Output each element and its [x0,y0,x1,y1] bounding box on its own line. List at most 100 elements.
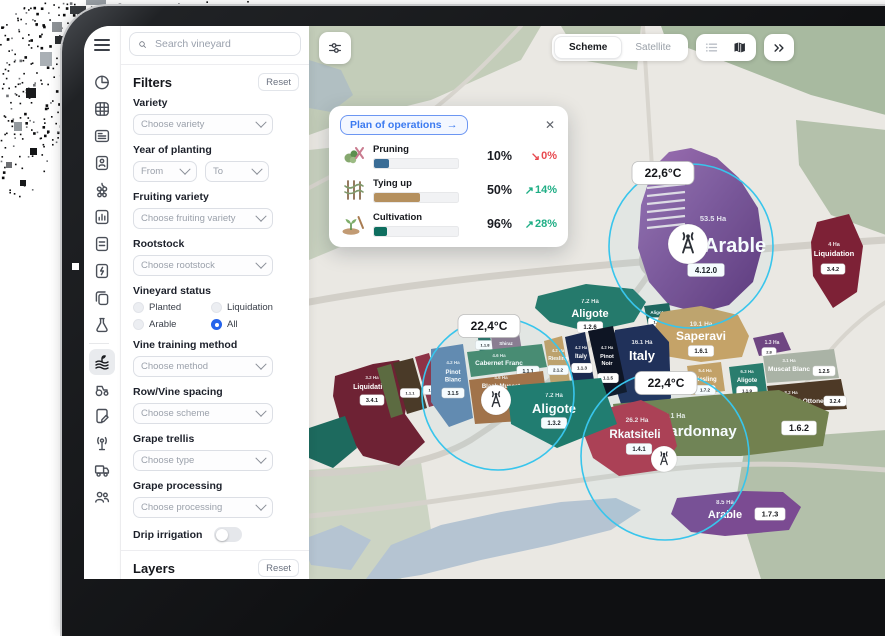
row-vine-spacing-select[interactable]: Choose scheme [133,403,273,424]
rail-item-grapes[interactable] [89,177,115,203]
icon-rail [84,26,121,579]
chevron-down-icon [255,499,267,511]
map-layers-button[interactable] [319,32,351,64]
rail-item-antenna[interactable] [89,430,115,456]
tying-progress-bar [373,191,459,203]
svg-text:8.2 Ha: 8.2 Ha [784,390,798,395]
map-top-controls: Scheme Satellite [552,34,794,61]
map-view-icon[interactable] [730,38,750,58]
plot-saperavi[interactable] [649,306,749,362]
svg-text:6.3 Ha: 6.3 Ha [740,369,754,374]
svg-text:Rkatsiteli: Rkatsiteli [609,429,660,441]
grape-processing-select[interactable]: Choose processing [133,497,273,518]
chevron-down-icon [251,163,263,175]
menu-icon[interactable] [94,36,110,54]
rail-item-pie-chart[interactable] [89,69,115,95]
svg-text:Noir: Noir [602,361,614,367]
antenna-marker[interactable] [480,384,512,416]
antenna-icon [682,232,694,254]
operation-row-pruning: Pruning 10% ↘ 0% [340,143,557,169]
search-input[interactable] [129,32,301,56]
svg-text:Riesling: Riesling [693,377,717,383]
year-from-select[interactable]: From [133,161,197,182]
fruiting-variety-label: Fruiting variety [133,191,209,203]
chevron-down-icon [255,405,267,417]
plan-of-operations-button[interactable]: Plan of operations → [340,115,468,135]
svg-text:Shiraz: Shiraz [499,341,513,346]
plot-arable-bottom[interactable] [671,491,801,536]
rail-item-vineyard[interactable] [89,349,115,375]
variety-select[interactable]: Choose variety [133,114,273,135]
chevron-down-icon [255,358,267,370]
rail-item-bar-chart-doc[interactable] [89,204,115,230]
satellite-tab[interactable]: Satellite [635,42,671,53]
rail-item-tractor[interactable] [89,376,115,402]
svg-text:19.1 Ha: 19.1 Ha [690,321,713,328]
plan-of-operations-panel: Plan of operations → ✕ Pruning 10% ↘ 0% [329,106,568,247]
radio-liquidation[interactable]: Liquidation [211,302,299,313]
rail-item-grid[interactable] [89,96,115,122]
drip-irrigation-toggle[interactable] [214,527,243,542]
temperature-badge: 22,4°C [634,371,698,395]
rail-item-note-edit[interactable] [89,403,115,429]
antenna-marker[interactable] [667,223,709,265]
plot-aligote-top[interactable] [535,284,646,332]
close-icon[interactable]: ✕ [544,118,555,132]
svg-text:4.6 Ha: 4.6 Ha [494,375,508,380]
sliders-icon [329,43,341,53]
plot-badge: 1.7.3 [754,507,786,521]
rail-item-news[interactable] [89,123,115,149]
plot-badge: 1.1.1 [400,388,420,398]
svg-text:Aligote: Aligote [532,401,576,416]
rail-item-truck[interactable] [89,457,115,483]
rootstock-select[interactable]: Choose rootstock [133,255,273,276]
operation-row-tying: Tying up 50% ↗ 14% [340,177,557,203]
expand-panel-button[interactable] [763,34,794,61]
plot-liq-right[interactable] [811,214,863,308]
rail-item-id-badge[interactable] [89,150,115,176]
radio-all[interactable]: All [211,319,299,330]
grape-trellis-select[interactable]: Choose type [133,450,273,471]
radio-arable[interactable]: Arable [133,319,211,330]
svg-text:1.1.3: 1.1.3 [577,366,588,371]
radio-planted[interactable]: Planted [133,302,211,313]
layers-reset-button[interactable]: Reset [258,559,299,577]
svg-text:2.1.2: 2.1.2 [553,368,564,373]
filters-reset-button[interactable]: Reset [258,73,299,91]
svg-text:1.2.6: 1.2.6 [583,325,597,331]
svg-text:3.1.5: 3.1.5 [447,391,458,397]
svg-text:1.1.5: 1.1.5 [603,376,614,381]
rail-item-document-flash[interactable] [89,258,115,284]
svg-text:1.7.3: 1.7.3 [762,510,779,519]
scheme-tab[interactable]: Scheme [555,37,622,58]
plot-sliver-olive[interactable] [377,364,403,418]
vineyard-status-label: Vineyard status [133,285,212,297]
plot-badge: 1.6.1 [687,345,715,357]
search-icon [139,40,146,48]
antenna-icon [491,391,501,408]
rail-item-document[interactable] [89,231,115,257]
vine-training-select[interactable]: Choose method [133,356,273,377]
year-to-select[interactable]: To [205,161,269,182]
plot-sliver-brown[interactable] [393,358,427,414]
plot-teal-corner[interactable] [309,416,357,468]
vine-training-label: Vine training method [133,339,238,351]
plot-pinot-blanc[interactable] [431,344,473,427]
rail-item-users[interactable] [89,484,115,510]
variety-label: Variety [133,97,168,109]
svg-text:3.1 Ha: 3.1 Ha [782,358,796,363]
app-window: Filters Reset Variety Choose variety Yea… [84,26,885,579]
map-canvas[interactable]: 53.5 HaArable4.12.04 HaLiquidation3.4.27… [309,26,885,579]
svg-text:4 Ha: 4 Ha [828,242,841,248]
list-view-icon[interactable] [702,38,722,58]
rail-item-flask[interactable] [89,312,115,338]
search-field[interactable] [153,37,292,51]
fruiting-variety-select[interactable]: Choose fruiting variety [133,208,273,229]
svg-text:16.1 Ha: 16.1 Ha [631,340,653,346]
rail-item-copy[interactable] [89,285,115,311]
antenna-icon [660,451,668,466]
plot-badge: 1.1.5 [597,373,619,383]
plot-aligote-big[interactable] [507,378,617,448]
antenna-marker[interactable] [650,445,678,473]
